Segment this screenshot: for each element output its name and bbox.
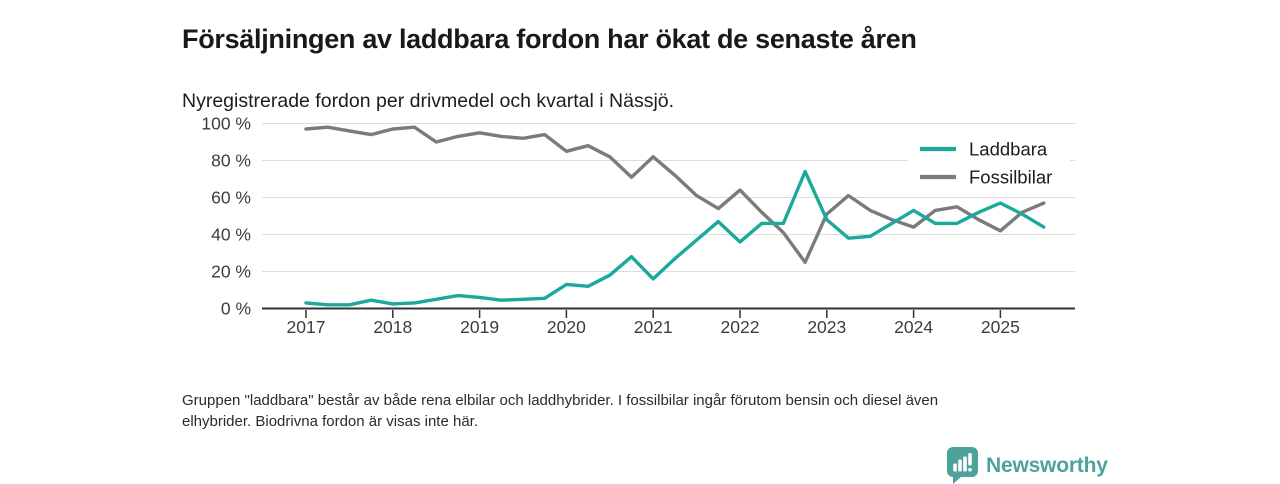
y-tick-label: 0 % [221,299,251,319]
y-tick-label: 80 % [211,151,251,171]
x-tick-label: 2018 [373,317,412,337]
series-line-fossilbilar [304,125,1046,264]
chart-footnote: Gruppen "laddbara" består av både rena e… [182,391,1082,432]
legend-label-laddbara: Laddbara [969,139,1048,160]
x-tick-label: 2019 [460,317,499,337]
y-tick-label: 60 % [211,188,251,208]
legend-background [908,134,1070,192]
chart-title: Försäljningen av laddbara fordon har öka… [182,24,917,55]
footnote-line-1: Gruppen "laddbara" består av både rena e… [182,392,939,409]
x-tick-label: 2022 [721,317,760,337]
newsworthy-logo: Newsworthy [947,447,1108,484]
x-tick-label: 2020 [547,317,586,337]
x-tick-label: 2024 [894,317,933,337]
chart-subtitle: Nyregistrerade fordon per drivmedel och … [182,89,675,112]
y-tick-label: 20 % [211,262,251,282]
x-tick-label: 2017 [287,317,326,337]
y-tick-label: 100 % [201,114,251,134]
footnote-line-2: elhybrider. Biodrivna fordon är visas in… [182,412,478,430]
legend-label-fossilbilar: Fossilbilar [969,167,1052,188]
series-line-laddbara [304,169,1046,307]
bar-chart-bubble-icon [947,447,978,484]
x-tick-label: 2023 [807,317,846,337]
x-tick-label: 2021 [634,317,673,337]
y-tick-label: 40 % [211,225,251,245]
x-tick-label: 2025 [981,317,1020,337]
brand-name: Newsworthy [986,453,1108,477]
